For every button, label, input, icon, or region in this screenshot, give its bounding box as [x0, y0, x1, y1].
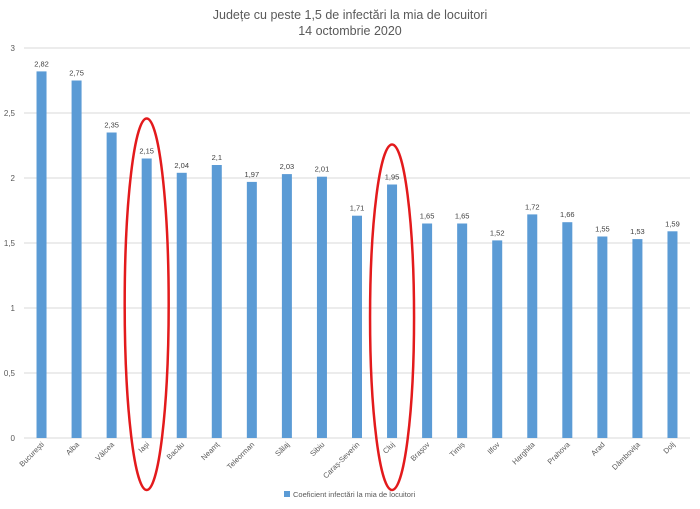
legend-label: Coeficient infectări la mia de locuitori	[293, 490, 415, 499]
annotations	[123, 117, 416, 492]
bar	[176, 172, 187, 439]
x-tick-label: Timiș	[448, 440, 467, 459]
data-label: 2,82	[34, 59, 49, 68]
legend: Coeficient infectări la mia de locuitori	[284, 490, 415, 499]
data-label: 1,59	[665, 219, 680, 228]
bar	[106, 132, 117, 438]
data-label: 2,01	[315, 165, 330, 174]
bar	[667, 231, 678, 438]
y-tick-label: 1,5	[4, 239, 16, 248]
data-label: 2,35	[104, 121, 119, 130]
data-label: 1,72	[525, 202, 540, 211]
x-tick-label: Neamț	[199, 439, 222, 462]
y-tick-label: 1	[11, 304, 16, 313]
bar	[422, 223, 433, 438]
bar	[141, 158, 152, 438]
chart-subtitle: 14 octombrie 2020	[298, 24, 402, 38]
x-tick-label: Ilfov	[486, 440, 502, 456]
x-tick-label: Harghita	[510, 439, 537, 466]
data-label: 1,55	[595, 225, 610, 234]
highlight-ellipse	[123, 117, 170, 492]
x-tick-label: Cluj	[381, 440, 397, 456]
y-tick-label: 3	[11, 44, 16, 53]
bar	[457, 223, 468, 438]
data-label: 1,95	[385, 173, 400, 182]
bars	[36, 71, 678, 439]
data-label: 1,52	[490, 228, 505, 237]
bar	[316, 176, 327, 438]
data-label: 2,75	[69, 69, 84, 78]
y-tick-label: 2	[11, 174, 16, 183]
bar	[246, 181, 257, 438]
bar	[36, 71, 47, 439]
data-label: 1,97	[245, 170, 260, 179]
legend-swatch	[284, 491, 290, 497]
x-tick-label: Iași	[136, 440, 151, 455]
x-tick-label: Bacău	[165, 440, 186, 461]
x-tick-label: Alba	[64, 439, 82, 457]
bar	[597, 236, 608, 438]
data-label: 1,71	[350, 204, 365, 213]
x-tick-label: Dâmbovița	[610, 439, 642, 471]
bar	[492, 240, 503, 438]
x-tick-label: Sibiu	[308, 440, 326, 458]
data-label: 1,53	[630, 227, 645, 236]
x-tick-label: Sălaj	[273, 440, 291, 458]
data-label: 1,65	[455, 212, 470, 221]
data-label: 1,66	[560, 210, 575, 219]
x-tick-label: București	[17, 440, 46, 469]
x-tick-label: Caraș-Severin	[321, 440, 361, 480]
bar	[632, 239, 643, 438]
highlight-ellipse	[368, 143, 416, 492]
bar	[527, 214, 538, 438]
x-axis-tick-labels: București Alba Vâlcea Iași Bacău Neamț Teleorm…	[17, 439, 677, 480]
x-tick-label: Arad	[589, 440, 607, 458]
bar	[71, 80, 82, 438]
data-label: 2,1	[212, 153, 222, 162]
y-tick-label: 0,5	[4, 369, 16, 378]
x-tick-label: Teleorman	[225, 440, 256, 471]
x-tick-label: Dolj	[661, 440, 677, 456]
x-tick-label: Vâlcea	[93, 439, 116, 462]
y-axis-tick-labels: 0 0,5 1 1,5 2 2,5 3	[4, 44, 16, 443]
bar	[387, 184, 398, 438]
y-tick-label: 2,5	[4, 109, 16, 118]
bar	[352, 215, 362, 438]
bar	[211, 165, 222, 438]
bar	[281, 174, 292, 438]
x-tick-label: Brașov	[409, 440, 432, 463]
bar	[562, 222, 573, 438]
data-label: 2,15	[139, 147, 154, 156]
data-label: 2,03	[280, 162, 295, 171]
data-label: 2,04	[174, 161, 189, 170]
data-label: 1,65	[420, 212, 435, 221]
data-labels: 2,82 2,75 2,35 2,15 2,04 2,1 1,97 2,03 2,01 1,71 1…	[34, 59, 680, 237]
chart-title: Județe cu peste 1,5 de infectări la mia …	[213, 8, 487, 22]
y-tick-label: 0	[11, 434, 16, 443]
x-tick-label: Prahova	[546, 439, 573, 466]
